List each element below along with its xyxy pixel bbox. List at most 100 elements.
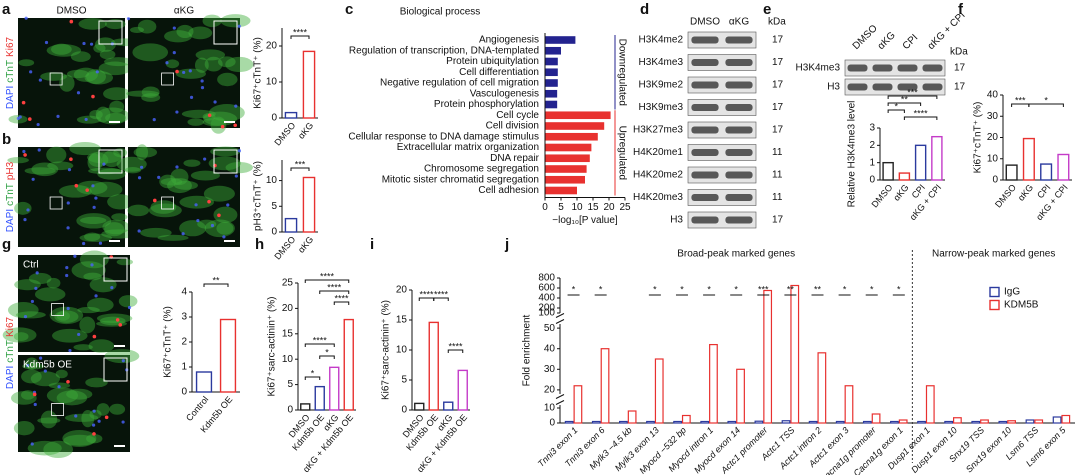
y-tick-label: 0 bbox=[401, 405, 407, 416]
significance-label: **** bbox=[448, 341, 463, 351]
significance-label: **** bbox=[320, 271, 335, 281]
marker bbox=[32, 392, 37, 397]
bar bbox=[1007, 420, 1016, 424]
x-tick-label: Myocd −532 bp bbox=[637, 425, 688, 475]
cell bbox=[56, 311, 70, 321]
x-tick-label: 5 bbox=[558, 202, 564, 213]
nucleus bbox=[38, 78, 42, 82]
bar bbox=[646, 420, 655, 424]
nucleus bbox=[56, 114, 60, 118]
marker bbox=[104, 415, 109, 420]
significance-bracket bbox=[903, 116, 938, 120]
cell bbox=[40, 410, 58, 429]
cell bbox=[96, 320, 128, 327]
cell bbox=[10, 391, 37, 405]
blot-kda: 11 bbox=[772, 147, 783, 158]
significance-label: **** bbox=[293, 27, 308, 37]
y-axis-label: Ki67⁺cTnT⁺ (%) bbox=[973, 102, 984, 174]
cell bbox=[71, 261, 106, 280]
significance-label: * bbox=[680, 284, 684, 294]
blot-band bbox=[922, 83, 943, 91]
blot-strip bbox=[687, 189, 757, 206]
y-tick-label: 0 bbox=[992, 175, 998, 186]
marker bbox=[21, 100, 26, 105]
legend-label: KDM5B bbox=[1004, 300, 1039, 311]
blot-unit: kDa bbox=[950, 47, 968, 58]
blot-band bbox=[725, 171, 753, 179]
cell bbox=[46, 44, 82, 57]
cell bbox=[202, 117, 227, 127]
y-axis-label: Ki67⁺cTnT⁺ (%) bbox=[253, 37, 264, 109]
significance-label: *** bbox=[1015, 95, 1026, 105]
x-tick-label: DMSO bbox=[272, 234, 297, 261]
axis-break bbox=[555, 394, 565, 399]
bar bbox=[871, 413, 881, 424]
blot-strip bbox=[687, 31, 757, 49]
significance-label: **** bbox=[313, 335, 328, 345]
blot-strip bbox=[687, 99, 757, 116]
significance-bracket bbox=[290, 167, 310, 171]
blot-kda: 11 bbox=[772, 170, 783, 181]
bar bbox=[1061, 414, 1071, 424]
y-tick-label: 20 bbox=[282, 303, 294, 314]
blot-band bbox=[847, 83, 868, 91]
bar bbox=[564, 420, 574, 424]
blot-column-label: αKG bbox=[729, 17, 749, 28]
significance-label: **** bbox=[419, 289, 434, 299]
y-tick-label: 3 bbox=[181, 312, 187, 323]
inset-source bbox=[51, 403, 64, 416]
marker bbox=[175, 69, 179, 74]
nucleus bbox=[26, 363, 30, 368]
cell bbox=[13, 332, 29, 341]
blot-row-label: H4K20me2 bbox=[633, 170, 683, 181]
group-label: Upregulated bbox=[616, 126, 627, 180]
y-tick-label: 0 bbox=[869, 175, 875, 186]
bar bbox=[300, 403, 311, 411]
panel-letter: g bbox=[2, 236, 11, 253]
bar bbox=[545, 175, 585, 184]
cell bbox=[150, 200, 177, 214]
x-tick-label: αKG bbox=[296, 234, 315, 254]
category-label: Regulation of transcription, DNA-templat… bbox=[349, 45, 539, 56]
significance-bracket bbox=[887, 109, 905, 113]
significance-label: **** bbox=[334, 293, 349, 303]
bar bbox=[619, 420, 628, 424]
cell bbox=[62, 429, 97, 447]
nucleus bbox=[121, 359, 125, 363]
y-tick-label: 10 bbox=[266, 175, 278, 186]
bar bbox=[931, 135, 943, 181]
cell bbox=[78, 18, 107, 30]
x-axis-label: −log₁₀[P value] bbox=[552, 215, 618, 226]
category-label: Cell division bbox=[486, 121, 539, 132]
nucleus bbox=[126, 17, 131, 21]
x-tick-label: DMSO bbox=[993, 182, 1018, 209]
blot-band bbox=[922, 64, 943, 72]
cell bbox=[49, 306, 84, 325]
cell bbox=[116, 156, 147, 172]
cell bbox=[102, 150, 122, 168]
cell bbox=[7, 157, 29, 164]
inset-source bbox=[161, 196, 175, 210]
category-label: Mitotic sister chromatid segregation bbox=[382, 174, 539, 185]
y-axis-label: Ki67⁺sarc-actinin⁺ (%) bbox=[267, 296, 278, 396]
bar bbox=[890, 420, 899, 424]
blot-row-label: H3K4me3 bbox=[796, 63, 841, 74]
bar bbox=[457, 369, 468, 411]
channel-name: Ki67 bbox=[5, 316, 16, 336]
x-tick-label: Actc1 promoter bbox=[718, 424, 770, 475]
bar bbox=[545, 111, 611, 120]
inset bbox=[98, 20, 123, 45]
channel-name: DAPI bbox=[5, 209, 16, 232]
cell bbox=[204, 56, 223, 72]
nucleus bbox=[200, 86, 205, 90]
cell bbox=[30, 371, 60, 387]
significance-label: *** bbox=[907, 87, 918, 97]
cell bbox=[27, 440, 62, 456]
bar bbox=[971, 420, 981, 424]
nucleus bbox=[140, 165, 144, 169]
bar bbox=[844, 385, 854, 424]
nucleus bbox=[98, 241, 103, 245]
y-tick-label: 1 bbox=[181, 362, 187, 373]
cell bbox=[24, 167, 56, 175]
significance-label: ** bbox=[814, 284, 822, 294]
